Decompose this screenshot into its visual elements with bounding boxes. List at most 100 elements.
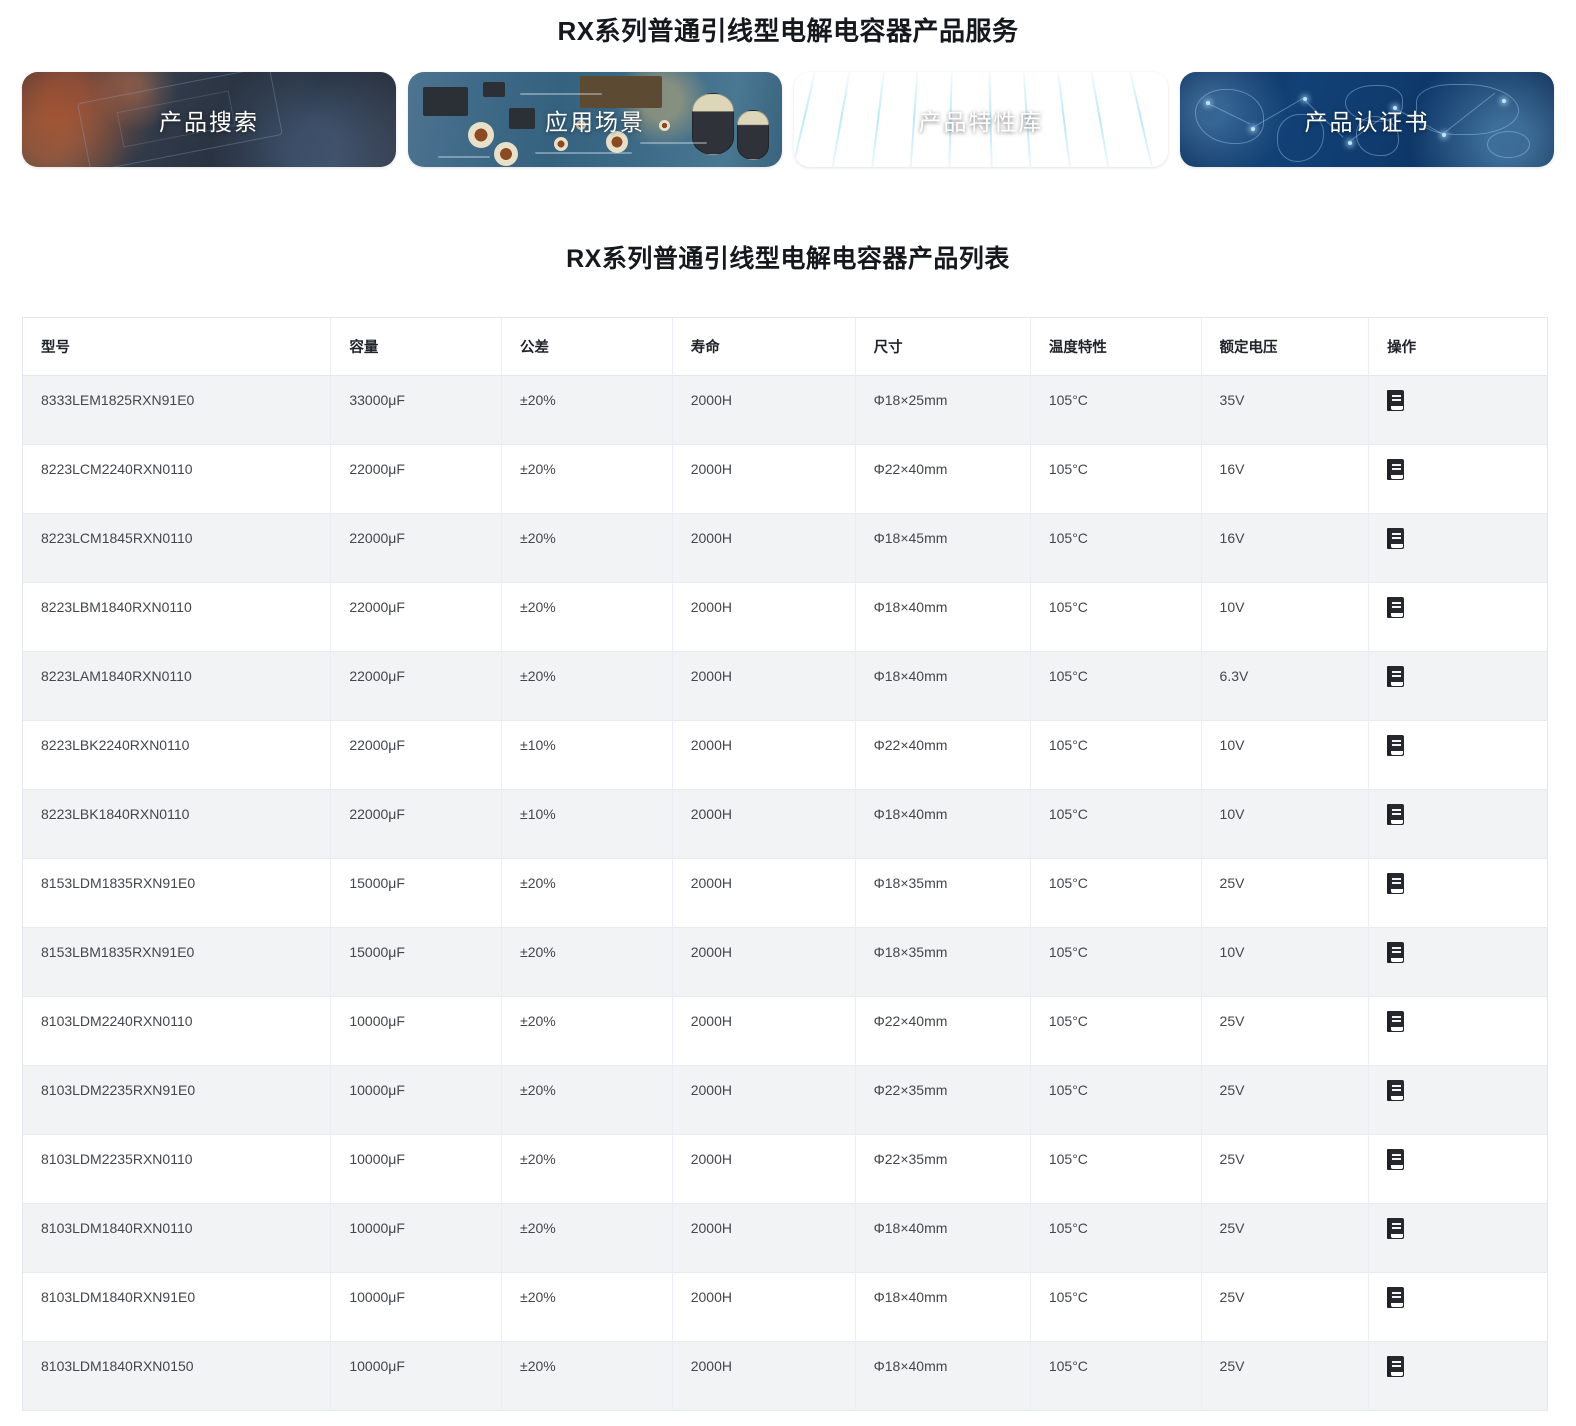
book-icon: [1387, 1356, 1405, 1378]
tolerance-cell: ±20%: [501, 1065, 673, 1136]
banner-background-circuit: [22, 72, 396, 168]
banner-card-feature-library[interactable]: 产品特性库: [794, 72, 1168, 168]
temperature-cell: 105°C: [1030, 1134, 1202, 1205]
banner-background-world-map: [1180, 72, 1554, 168]
view-document-button[interactable]: [1387, 390, 1405, 412]
view-document-button[interactable]: [1387, 666, 1405, 688]
banner-card-application-scenario[interactable]: 应用场景: [408, 72, 782, 168]
view-document-button[interactable]: [1387, 735, 1405, 757]
table-row[interactable]: 8223LBK1840RXN0110 22000μF ±10% 2000H Φ18×40…: [23, 789, 1547, 860]
banner-card-product-search[interactable]: 产品搜索: [22, 72, 396, 168]
size-cell: Φ18×40mm: [855, 1203, 1031, 1274]
banner-card-certification[interactable]: 产品认证书: [1180, 72, 1554, 168]
life-cell: 2000H: [672, 444, 856, 515]
table-row[interactable]: 8153LDM1835RXN91E0 15000μF ±20% 2000H Φ18×35…: [23, 858, 1547, 929]
view-document-button[interactable]: [1387, 1218, 1405, 1240]
view-document-button[interactable]: [1387, 1080, 1405, 1102]
model-cell: 8223LAM1840RXN0110: [23, 651, 332, 722]
table-row[interactable]: 8223LCM2240RXN0110 22000μF ±20% 2000H Φ22×40…: [23, 444, 1547, 515]
tolerance-cell: ±20%: [501, 1203, 673, 1274]
temperature-cell: 105°C: [1030, 996, 1202, 1067]
book-icon: [1387, 666, 1405, 688]
voltage-cell: 16V: [1201, 444, 1370, 515]
book-icon: [1387, 873, 1405, 895]
life-cell: 2000H: [672, 582, 856, 653]
view-document-button[interactable]: [1387, 873, 1405, 895]
table-row[interactable]: 8103LDM1840RXN91E0 10000μF ±20% 2000H Φ18×40…: [23, 1272, 1547, 1343]
capacitance-cell: 22000μF: [330, 720, 503, 791]
voltage-cell: 25V: [1201, 1203, 1370, 1274]
tolerance-cell: ±20%: [501, 996, 673, 1067]
table-row[interactable]: 8223LCM1845RXN0110 22000μF ±20% 2000H Φ18×45…: [23, 513, 1547, 584]
temperature-cell: 105°C: [1030, 927, 1202, 998]
action-cell: [1368, 858, 1547, 929]
action-cell: [1368, 1134, 1547, 1205]
capacitance-cell: 10000μF: [330, 1272, 503, 1343]
section-title: RX系列普通引线型电解电容器产品列表: [566, 245, 1010, 274]
view-document-button[interactable]: [1387, 459, 1405, 481]
table-row[interactable]: 8223LAM1840RXN0110 22000μF ±20% 2000H Φ18×40…: [23, 651, 1547, 722]
voltage-cell: 25V: [1201, 1134, 1370, 1205]
table-row[interactable]: 8153LBM1835RXN91E0 15000μF ±20% 2000H Φ18×35…: [23, 927, 1547, 998]
action-cell: [1368, 927, 1547, 998]
model-cell: 8223LBK1840RXN0110: [23, 789, 332, 860]
model-cell: 8103LDM1840RXN91E0: [23, 1272, 332, 1343]
view-document-button[interactable]: [1387, 528, 1405, 550]
column-header-temperature[interactable]: 温度特性: [1030, 318, 1202, 377]
capacitance-cell: 10000μF: [330, 1065, 503, 1136]
column-header-action[interactable]: 操作: [1368, 318, 1547, 377]
view-document-button[interactable]: [1387, 597, 1405, 619]
column-header-tolerance[interactable]: 公差: [501, 318, 673, 377]
table-row[interactable]: 8223LBM1840RXN0110 22000μF ±20% 2000H Φ18×40…: [23, 582, 1547, 653]
life-cell: 2000H: [672, 927, 856, 998]
table-header: 型号 容量 公差 寿命 尺寸 温度特性 额定电压 操作: [23, 318, 1547, 377]
table-row[interactable]: 8103LDM1840RXN0110 10000μF ±20% 2000H Φ18×40…: [23, 1203, 1547, 1274]
table-header-row: 型号 容量 公差 寿命 尺寸 温度特性 额定电压 操作: [23, 318, 1547, 377]
model-cell: 8223LCM1845RXN0110: [23, 513, 332, 584]
capacitance-cell: 22000μF: [330, 582, 503, 653]
action-cell: [1368, 582, 1547, 653]
table-row[interactable]: 8103LDM1840RXN0150 10000μF ±20% 2000H Φ18×40…: [23, 1341, 1547, 1412]
tolerance-cell: ±20%: [501, 1272, 673, 1343]
view-document-button[interactable]: [1387, 804, 1405, 826]
book-icon: [1387, 1287, 1405, 1309]
view-document-button[interactable]: [1387, 1356, 1405, 1378]
capacitance-cell: 10000μF: [330, 1134, 503, 1205]
book-icon: [1387, 735, 1405, 757]
model-cell: 8103LDM1840RXN0110: [23, 1203, 332, 1274]
size-cell: Φ18×40mm: [855, 651, 1031, 722]
column-header-model[interactable]: 型号: [23, 318, 332, 377]
column-header-voltage[interactable]: 额定电压: [1201, 318, 1370, 377]
voltage-cell: 10V: [1201, 927, 1370, 998]
model-cell: 8223LCM2240RXN0110: [23, 444, 332, 515]
size-cell: Φ22×35mm: [855, 1134, 1031, 1205]
voltage-cell: 35V: [1201, 375, 1370, 446]
product-table-container: 型号 容量 公差 寿命 尺寸 温度特性 额定电压 操作 8333LEM1825R…: [22, 317, 1548, 1412]
view-document-button[interactable]: [1387, 942, 1405, 964]
banner-row: 产品搜索 应用场景: [0, 72, 1576, 168]
table-row[interactable]: 8103LDM2235RXN91E0 10000μF ±20% 2000H Φ22×35…: [23, 1065, 1547, 1136]
voltage-cell: 25V: [1201, 1341, 1370, 1412]
action-cell: [1368, 789, 1547, 860]
table-row[interactable]: 8103LDM2240RXN0110 10000μF ±20% 2000H Φ22×40…: [23, 996, 1547, 1067]
life-cell: 2000H: [672, 375, 856, 446]
column-header-capacitance[interactable]: 容量: [330, 318, 503, 377]
temperature-cell: 105°C: [1030, 444, 1202, 515]
view-document-button[interactable]: [1387, 1011, 1405, 1033]
life-cell: 2000H: [672, 1065, 856, 1136]
table-row[interactable]: 8333LEM1825RXN91E0 33000μF ±20% 2000H Φ18×25…: [23, 375, 1547, 446]
banner-label: 产品特性库: [918, 108, 1044, 135]
model-cell: 8103LDM2240RXN0110: [23, 996, 332, 1067]
banner-label: 产品搜索: [159, 108, 259, 135]
table-row[interactable]: 8223LBK2240RXN0110 22000μF ±10% 2000H Φ22×40…: [23, 720, 1547, 791]
capacitance-cell: 10000μF: [330, 1341, 503, 1412]
column-header-size[interactable]: 尺寸: [855, 318, 1031, 377]
life-cell: 2000H: [672, 1134, 856, 1205]
life-cell: 2000H: [672, 1203, 856, 1274]
table-row[interactable]: 8103LDM2235RXN0110 10000μF ±20% 2000H Φ22×35…: [23, 1134, 1547, 1205]
model-cell: 8223LBK2240RXN0110: [23, 720, 332, 791]
view-document-button[interactable]: [1387, 1287, 1405, 1309]
view-document-button[interactable]: [1387, 1149, 1405, 1171]
column-header-life[interactable]: 寿命: [672, 318, 856, 377]
model-cell: 8103LDM2235RXN91E0: [23, 1065, 332, 1136]
